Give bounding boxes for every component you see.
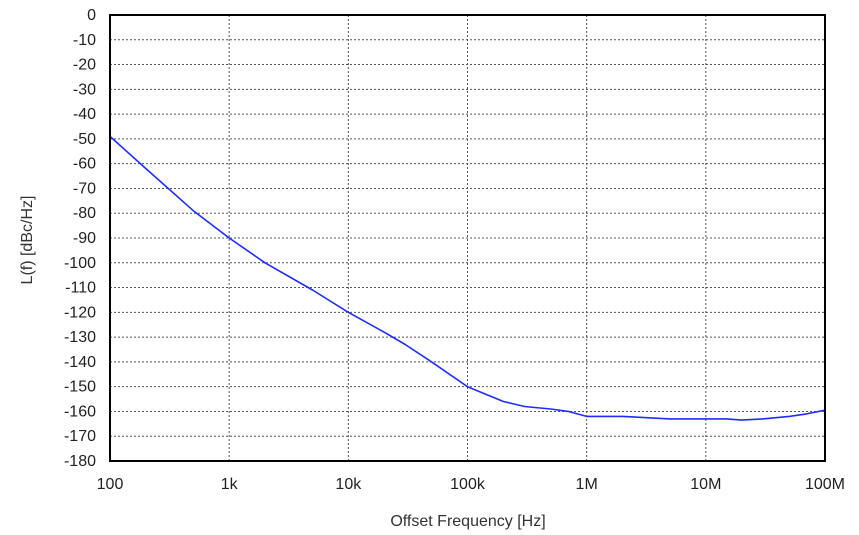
y-tick-label: -170 xyxy=(64,428,96,445)
y-tick-label: -120 xyxy=(64,304,96,321)
y-tick-label: -40 xyxy=(73,106,96,123)
y-axis-label: L(f) [dBc/Hz] xyxy=(19,196,36,285)
x-tick-label: 100M xyxy=(805,476,845,493)
y-tick-label: -150 xyxy=(64,379,96,396)
x-axis-label: Offset Frequency [Hz] xyxy=(390,513,545,530)
y-tick-label: -30 xyxy=(73,81,96,98)
grid xyxy=(110,15,825,461)
y-tick-labels: 0 -10 -20 -30 -40 -50 -60 -70 -80 -90 -100 -110 -120… xyxy=(64,7,96,470)
y-tick-label: -110 xyxy=(65,280,96,297)
x-tick-labels: 100 1k 10k 100k 1M 10M 100M xyxy=(97,476,845,493)
y-tick-label: -180 xyxy=(64,453,96,470)
y-tick-label: -160 xyxy=(64,403,96,420)
y-tick-label: -130 xyxy=(64,329,96,346)
y-tick-label: -70 xyxy=(73,180,96,197)
x-tick-label: 10k xyxy=(335,476,362,493)
plot-frame xyxy=(109,14,826,462)
y-tick-label: 0 xyxy=(87,7,96,24)
y-tick-label: -80 xyxy=(73,205,96,222)
y-tick-label: -10 xyxy=(73,32,96,49)
y-tick-label: -50 xyxy=(73,131,96,148)
y-tick-label: -100 xyxy=(64,255,96,272)
x-tick-label: 100 xyxy=(97,476,124,493)
x-tick-label: 100k xyxy=(450,476,486,493)
y-tick-label: -90 xyxy=(73,230,96,247)
y-tick-label: -60 xyxy=(73,156,96,173)
phase-noise-line xyxy=(109,135,826,421)
y-tick-label: -140 xyxy=(64,354,96,371)
x-tick-label: 1k xyxy=(221,476,239,493)
series-layer xyxy=(109,135,826,421)
y-tick-label: -20 xyxy=(73,57,96,74)
x-tick-label: 1M xyxy=(576,476,598,493)
x-tick-label: 10M xyxy=(690,476,721,493)
